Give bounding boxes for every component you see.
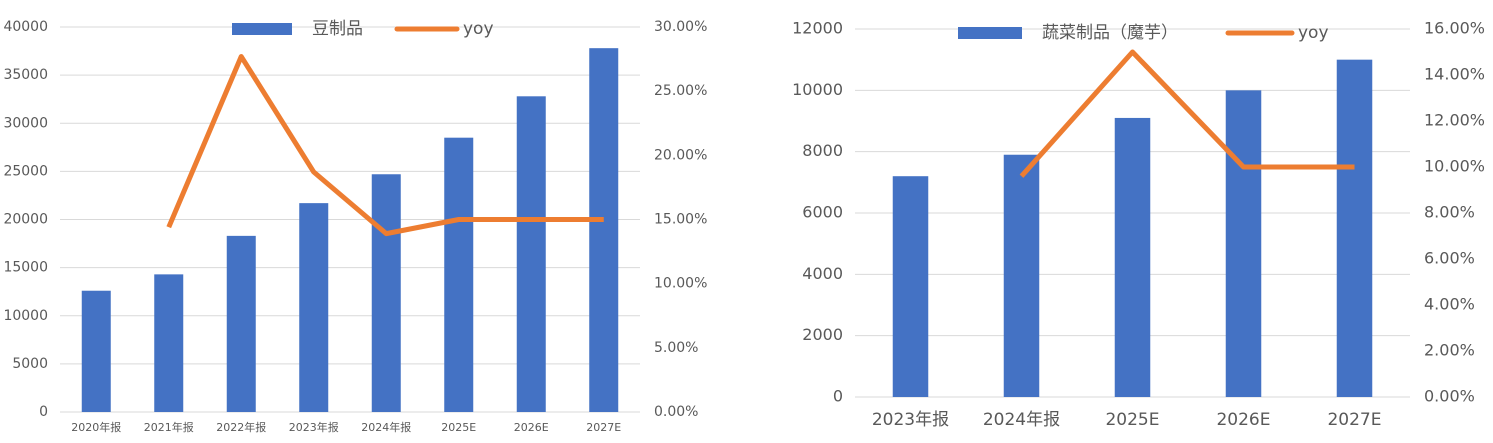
- legend-swatch: [232, 23, 292, 35]
- y-tick-label: 8000: [802, 141, 843, 160]
- bar: [589, 48, 619, 413]
- bar: [516, 96, 546, 413]
- y-tick-label: 10000: [3, 308, 48, 324]
- y-tick-label: 6000: [802, 203, 843, 222]
- x-tick-label: 2027E: [1327, 410, 1381, 430]
- y2-tick-label: 8.00%: [1424, 203, 1475, 222]
- bar: [444, 137, 474, 412]
- y-tick-label: 10000: [792, 80, 843, 99]
- y2-tick-label: 16.00%: [1424, 19, 1485, 38]
- y-tick-label: 15000: [3, 260, 48, 276]
- y2-tick-label: 10.00%: [654, 276, 707, 292]
- y2-tick-label: 12.00%: [1424, 111, 1485, 130]
- bar: [371, 174, 401, 412]
- legend-label: 豆制品: [312, 19, 363, 39]
- line: [1019, 49, 1355, 178]
- y-tick-label: 40000: [3, 19, 48, 35]
- y-tick-label: 20000: [3, 212, 48, 228]
- x-tick-label: 2025E: [441, 421, 476, 434]
- y2-tick-label: 2.00%: [1424, 341, 1475, 360]
- y2-tick-label: 0.00%: [654, 404, 698, 420]
- x-tick-label: 2024年报: [983, 410, 1060, 430]
- y-tick-label: 4000: [802, 264, 843, 283]
- y-tick-label: 12000: [792, 19, 843, 38]
- x-tick-label: 2026E: [514, 421, 549, 434]
- y2-tick-label: 10.00%: [1424, 157, 1485, 176]
- x-tick-label: 2027E: [586, 421, 621, 434]
- x-tick-label: 2025E: [1105, 410, 1159, 430]
- bar: [1003, 154, 1040, 397]
- bar: [892, 176, 929, 397]
- x-tick-label: 2020年报: [71, 420, 121, 434]
- y2-tick-label: 0.00%: [1424, 387, 1475, 406]
- legend-label: 蔬菜制品（魔芋）: [1042, 23, 1178, 43]
- y2-tick-label: 20.00%: [654, 147, 707, 163]
- bar: [226, 235, 256, 412]
- y-tick-label: 0: [833, 387, 843, 406]
- y-tick-label: 35000: [3, 67, 48, 83]
- y2-tick-label: 30.00%: [654, 19, 707, 35]
- legend-label: yoy: [463, 19, 494, 39]
- legend-label: yoy: [1298, 23, 1329, 43]
- bar: [81, 290, 111, 412]
- y2-tick-label: 15.00%: [654, 212, 707, 228]
- y-tick-label: 30000: [3, 115, 48, 131]
- bar: [154, 274, 184, 412]
- line: [166, 54, 604, 237]
- x-tick-label: 2023年报: [872, 410, 949, 430]
- bar: [1225, 90, 1262, 397]
- x-tick-label: 2026E: [1216, 410, 1270, 430]
- y2-tick-label: 5.00%: [654, 340, 698, 356]
- bar: [1114, 117, 1151, 397]
- x-tick-label: 2023年报: [289, 420, 339, 434]
- y-tick-label: 0: [39, 404, 48, 420]
- y-tick-label: 25000: [3, 163, 48, 179]
- y-tick-label: 5000: [12, 356, 48, 372]
- x-tick-label: 2022年报: [216, 420, 266, 434]
- y2-tick-label: 25.00%: [654, 83, 707, 99]
- y-tick-label: 2000: [802, 325, 843, 344]
- x-tick-label: 2021年报: [144, 420, 194, 434]
- y2-tick-label: 4.00%: [1424, 295, 1475, 314]
- y2-tick-label: 6.00%: [1424, 249, 1475, 268]
- legend-swatch: [958, 27, 1022, 39]
- y2-tick-label: 14.00%: [1424, 65, 1485, 84]
- bar: [299, 203, 329, 412]
- bar: [1336, 59, 1373, 398]
- x-tick-label: 2024年报: [361, 420, 411, 434]
